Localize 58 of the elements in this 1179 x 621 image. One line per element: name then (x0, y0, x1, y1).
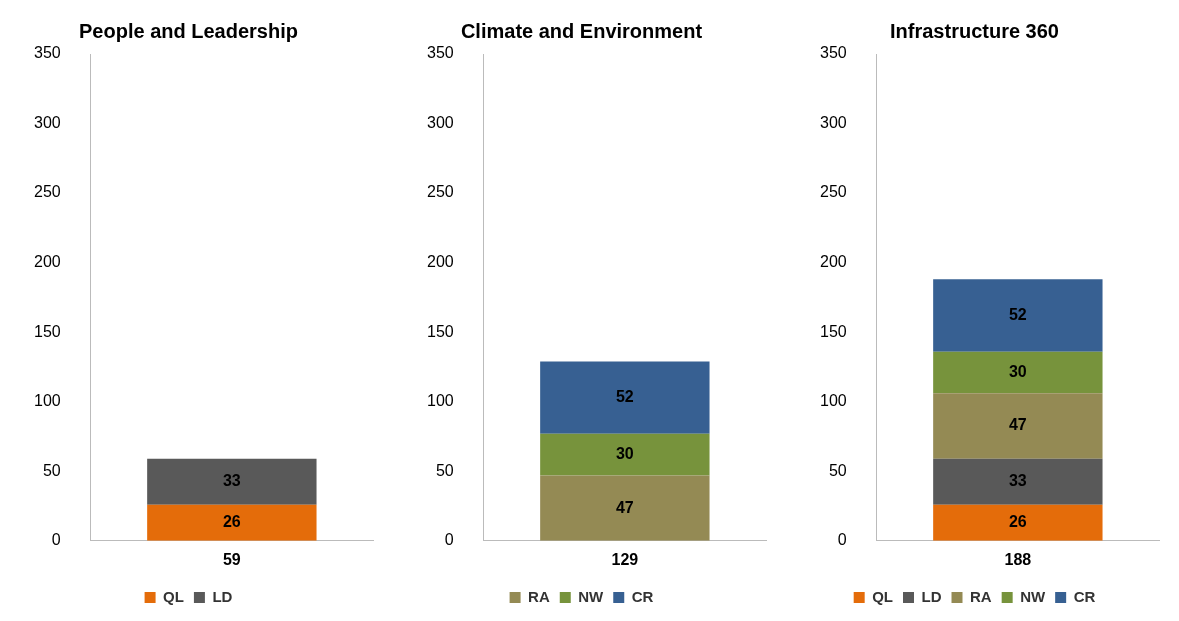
y-tick-label: 200 (819, 253, 847, 271)
y-tick-label: 150 (33, 322, 61, 340)
y-tick-label: 50 (828, 461, 847, 479)
y-tick-label: 200 (426, 253, 454, 271)
y-tick-label: 300 (819, 113, 847, 131)
data-label: 30 (1008, 362, 1027, 380)
y-tick-label: 50 (42, 461, 61, 479)
y-tick-label: 350 (33, 44, 61, 62)
data-label: 47 (1008, 416, 1027, 434)
legend-label: QL (872, 587, 894, 605)
x-tick-label: 59 (222, 550, 241, 568)
data-label: 52 (1008, 305, 1027, 323)
bar (933, 393, 1103, 459)
legend-label: QL (163, 587, 184, 605)
y-tick-label: 0 (51, 531, 61, 549)
y-tick-label: 100 (426, 392, 454, 410)
chart-title: People and Leadership (79, 19, 298, 42)
y-tick-label: 250 (33, 183, 61, 201)
legend-label: NW (1020, 587, 1046, 605)
legend-label: RA (970, 587, 992, 605)
bar (933, 504, 1103, 541)
bar (540, 361, 710, 434)
legend-label: NW (578, 587, 605, 605)
x-tick-label: 129 (611, 550, 639, 568)
legend-label: LD (921, 587, 942, 605)
data-label: 26 (222, 513, 241, 531)
x-tick-label: 188 (1004, 550, 1032, 568)
data-label: 30 (615, 444, 634, 462)
data-label: 33 (222, 472, 241, 490)
y-tick-label: 250 (426, 183, 454, 201)
legend-label: LD (212, 587, 233, 605)
bar (933, 458, 1103, 505)
y-tick-label: 100 (819, 392, 847, 410)
y-tick-label: 150 (426, 322, 454, 340)
bar (933, 279, 1103, 352)
bar (540, 433, 710, 476)
y-tick-label: 350 (426, 44, 454, 62)
y-tick-label: 0 (444, 531, 454, 549)
y-tick-label: 350 (819, 44, 847, 62)
y-tick-label: 250 (819, 183, 847, 201)
data-label: 52 (615, 387, 634, 405)
y-tick-label: 150 (819, 322, 847, 340)
y-tick-label: 100 (33, 392, 61, 410)
y-tick-label: 300 (426, 113, 454, 131)
y-tick-label: 200 (33, 253, 61, 271)
data-label: 47 (615, 498, 634, 516)
y-tick-label: 50 (435, 461, 454, 479)
bar (933, 351, 1103, 394)
y-tick-label: 300 (33, 113, 61, 131)
legend-label: CR (631, 587, 654, 605)
y-tick-label: 0 (837, 531, 847, 549)
data-label: 33 (1008, 472, 1027, 490)
data-label: 26 (1008, 513, 1027, 531)
chart-title: Infrastructure 360 (890, 19, 1059, 42)
bar (540, 475, 710, 541)
chart-title: Climate and Environment (460, 19, 703, 42)
legend-label: RA (528, 587, 550, 605)
legend-label: CR (1073, 587, 1096, 605)
